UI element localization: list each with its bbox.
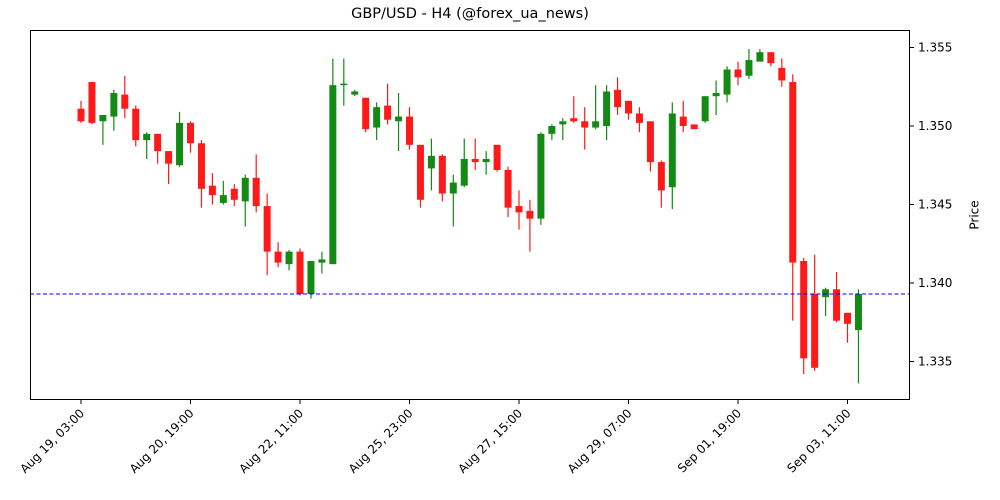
candle [635,107,643,133]
candle [471,138,479,170]
y-axis-label: Price [968,200,982,229]
candle [263,193,271,276]
x-tick-label: Aug 19, 03:00 [17,406,87,476]
candle [460,138,468,188]
candle [77,100,85,123]
candle [296,248,304,296]
candle [373,102,381,141]
candle [285,250,293,271]
x-axis: Aug 19, 03:00 Aug 20, 19:00 Aug 22, 11:00 A… [17,400,854,476]
candle [811,254,819,371]
candle [625,100,632,120]
candle [427,138,435,191]
candle [438,154,446,202]
candle [110,89,118,131]
plot-frame [30,30,910,400]
candle [537,132,545,225]
candle [197,140,205,208]
candle [778,58,786,87]
candle [800,257,808,375]
candle [406,107,413,150]
candle [526,199,534,252]
y-tick-label: 1.355 [918,41,952,55]
candle [252,154,260,213]
candle [187,121,194,153]
candle [165,151,173,185]
candle [154,133,162,164]
y-tick-label: 1.335 [918,355,952,369]
candle [646,121,654,172]
candle [570,96,578,123]
candle [614,77,622,116]
y-tick-label: 1.345 [918,198,952,212]
candle [603,85,611,141]
y-tick-label: 1.350 [918,119,952,133]
candle [844,312,851,343]
candle [548,124,556,141]
chart-title: GBP/USD - H4 (@forex_ua_news) [351,6,589,22]
candle [208,173,216,205]
candle [176,111,184,167]
candle [395,93,403,152]
candle [515,190,523,230]
x-tick-label: Aug 22, 11:00 [236,406,306,476]
x-tick-label: Aug 27, 15:00 [455,406,525,476]
candle [734,61,742,86]
candle [384,83,392,125]
candle [307,261,315,299]
x-tick-label: Aug 29, 07:00 [565,406,635,476]
candle [668,102,676,210]
candle [854,289,862,384]
candle [822,287,830,316]
candle [230,184,238,207]
candle [143,132,151,159]
candle [88,82,96,125]
candle [274,242,282,268]
candle [745,49,753,79]
candle [241,174,249,227]
x-tick-label: Sep 01, 19:00 [675,406,744,475]
candle [99,115,107,145]
candle [789,74,797,321]
candle [756,49,764,62]
candle [712,80,720,116]
candles-layer [77,49,862,384]
candle [219,180,227,205]
x-tick-label: Sep 03, 11:00 [784,406,853,475]
candle [833,272,841,323]
candle [362,97,370,133]
candle [701,96,709,123]
candle [767,52,775,67]
y-tick-label: 1.340 [918,276,952,290]
candle [504,166,512,218]
candle [329,58,337,265]
y-axis: 1.335 1.340 1.345 1.350 1.355 [910,41,952,369]
candle [657,160,665,208]
x-tick-label: Aug 25, 23:00 [346,406,416,476]
candle [132,105,140,147]
candle [581,107,589,150]
candle [318,251,326,274]
candle [351,89,359,97]
candle [416,144,424,208]
candle [679,100,687,133]
candle [592,85,600,130]
candle [340,58,348,106]
candle [493,144,501,172]
candle [121,75,129,119]
candle [723,66,731,103]
x-tick-label: Aug 20, 19:00 [127,406,197,476]
candle [449,174,457,227]
candle [482,151,490,175]
candle [559,118,567,141]
candle [690,124,698,130]
